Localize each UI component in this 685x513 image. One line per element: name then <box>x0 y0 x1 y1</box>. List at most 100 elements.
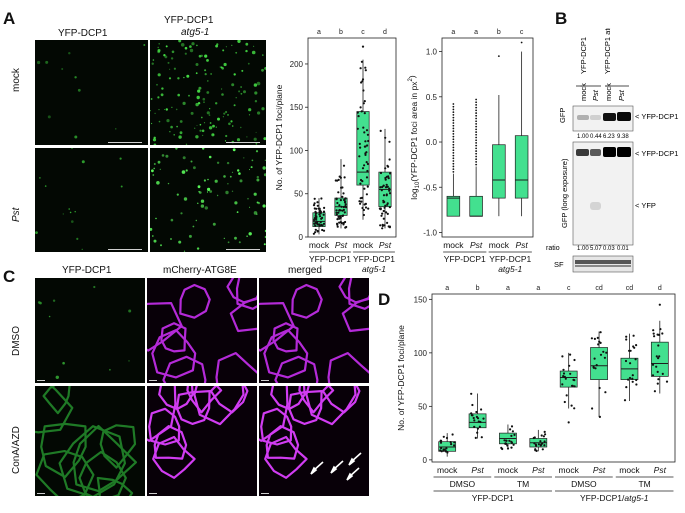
fluorescent-punctum <box>164 109 166 110</box>
data-point <box>439 441 443 444</box>
data-point <box>360 200 363 203</box>
ratio-top-3: 6.23 <box>603 134 615 140</box>
data-point <box>540 443 543 446</box>
data-point <box>358 142 361 145</box>
row-label-mock: mock <box>11 68 22 92</box>
data-point <box>384 136 387 139</box>
data-point <box>383 224 386 227</box>
data-point <box>359 178 363 182</box>
fluorescent-punctum <box>239 179 243 183</box>
data-point <box>653 390 656 393</box>
significance-letter: a <box>536 285 540 292</box>
lane-pst-1: Pst <box>591 89 600 101</box>
outlier-point <box>452 130 455 133</box>
y-tick-label: 50 <box>418 402 427 411</box>
fluorescent-punctum <box>165 108 168 111</box>
fluorescent-punctum <box>179 120 183 123</box>
fluorescent-punctum <box>196 125 198 126</box>
data-point <box>385 185 388 188</box>
fluorescent-punctum <box>165 45 168 48</box>
fluorescent-punctum <box>262 204 266 208</box>
data-point <box>572 378 575 381</box>
fluorescent-punctum <box>159 168 161 170</box>
data-point <box>625 386 628 389</box>
group-sublabel: atg5-1 <box>498 264 522 274</box>
fluorescent-punctum <box>221 88 223 90</box>
scale-bar <box>261 492 269 494</box>
box-3 <box>514 41 529 217</box>
data-point <box>453 444 456 447</box>
outlier-point <box>452 127 455 130</box>
data-point <box>383 206 386 209</box>
outlier-point <box>475 133 478 136</box>
fluorescent-punctum <box>240 126 242 129</box>
data-point <box>356 111 359 114</box>
group-label: YFP-DCP1 <box>353 254 395 264</box>
fluorescent-punctum <box>115 128 117 130</box>
fluorescent-punctum <box>248 108 252 112</box>
fluorescent-punctum <box>62 361 65 365</box>
fluorescent-punctum <box>217 117 220 121</box>
fluorescent-punctum <box>264 67 266 70</box>
fluorescent-punctum <box>158 109 160 111</box>
data-point <box>343 176 346 179</box>
lane-mock-2: mock <box>604 83 613 101</box>
fluorescent-punctum <box>170 57 174 60</box>
data-point <box>635 383 638 386</box>
fluorescent-punctum <box>161 87 164 90</box>
panel-label-b: B <box>555 9 568 28</box>
data-point <box>657 378 660 381</box>
data-point <box>366 162 369 166</box>
data-point <box>363 131 366 134</box>
data-point <box>365 129 369 132</box>
fluorescent-punctum <box>68 208 70 210</box>
fluorescent-punctum <box>183 76 185 79</box>
data-point <box>631 374 634 377</box>
data-point <box>661 372 664 375</box>
outlier-point <box>475 131 478 133</box>
fluorescent-punctum <box>264 235 266 239</box>
data-point <box>364 206 368 209</box>
data-point <box>470 412 473 415</box>
fluorescent-punctum <box>247 197 249 200</box>
data-point <box>562 375 565 378</box>
box-5 <box>590 331 608 418</box>
box-3 <box>529 429 548 452</box>
data-point <box>336 218 339 221</box>
data-point <box>512 443 515 446</box>
data-point <box>506 447 510 450</box>
fluorescent-punctum <box>225 46 227 48</box>
fluorescent-punctum <box>47 115 51 119</box>
ratio-top-2: 0.44 <box>590 134 602 140</box>
x-tick-label: Pst <box>471 465 484 475</box>
data-point <box>313 197 316 200</box>
data-point <box>337 191 340 194</box>
fluorescent-punctum <box>223 112 226 115</box>
fluorescent-punctum <box>251 50 256 55</box>
data-point <box>340 205 343 208</box>
data-point <box>382 217 385 220</box>
fluorescent-punctum <box>263 173 266 177</box>
data-point <box>475 410 478 414</box>
cell-outline <box>274 355 319 383</box>
data-point <box>474 436 477 439</box>
outlier-point <box>452 132 455 135</box>
data-point <box>453 441 456 444</box>
box-1 <box>468 392 487 439</box>
data-point <box>661 332 664 335</box>
data-point <box>598 386 601 390</box>
outlier-point <box>452 170 455 173</box>
fluorescent-punctum <box>183 250 186 252</box>
fluorescent-punctum <box>262 54 264 56</box>
data-point <box>339 209 342 212</box>
fluorescent-punctum <box>222 116 224 118</box>
data-point <box>573 385 576 388</box>
fluorescent-punctum <box>243 157 245 159</box>
data-point <box>543 440 546 443</box>
data-point <box>635 378 638 382</box>
y-tick-label: 150 <box>414 295 428 304</box>
outlier-point <box>475 125 478 128</box>
data-point <box>568 364 571 367</box>
data-point <box>341 195 344 198</box>
plot-frame <box>307 37 397 238</box>
